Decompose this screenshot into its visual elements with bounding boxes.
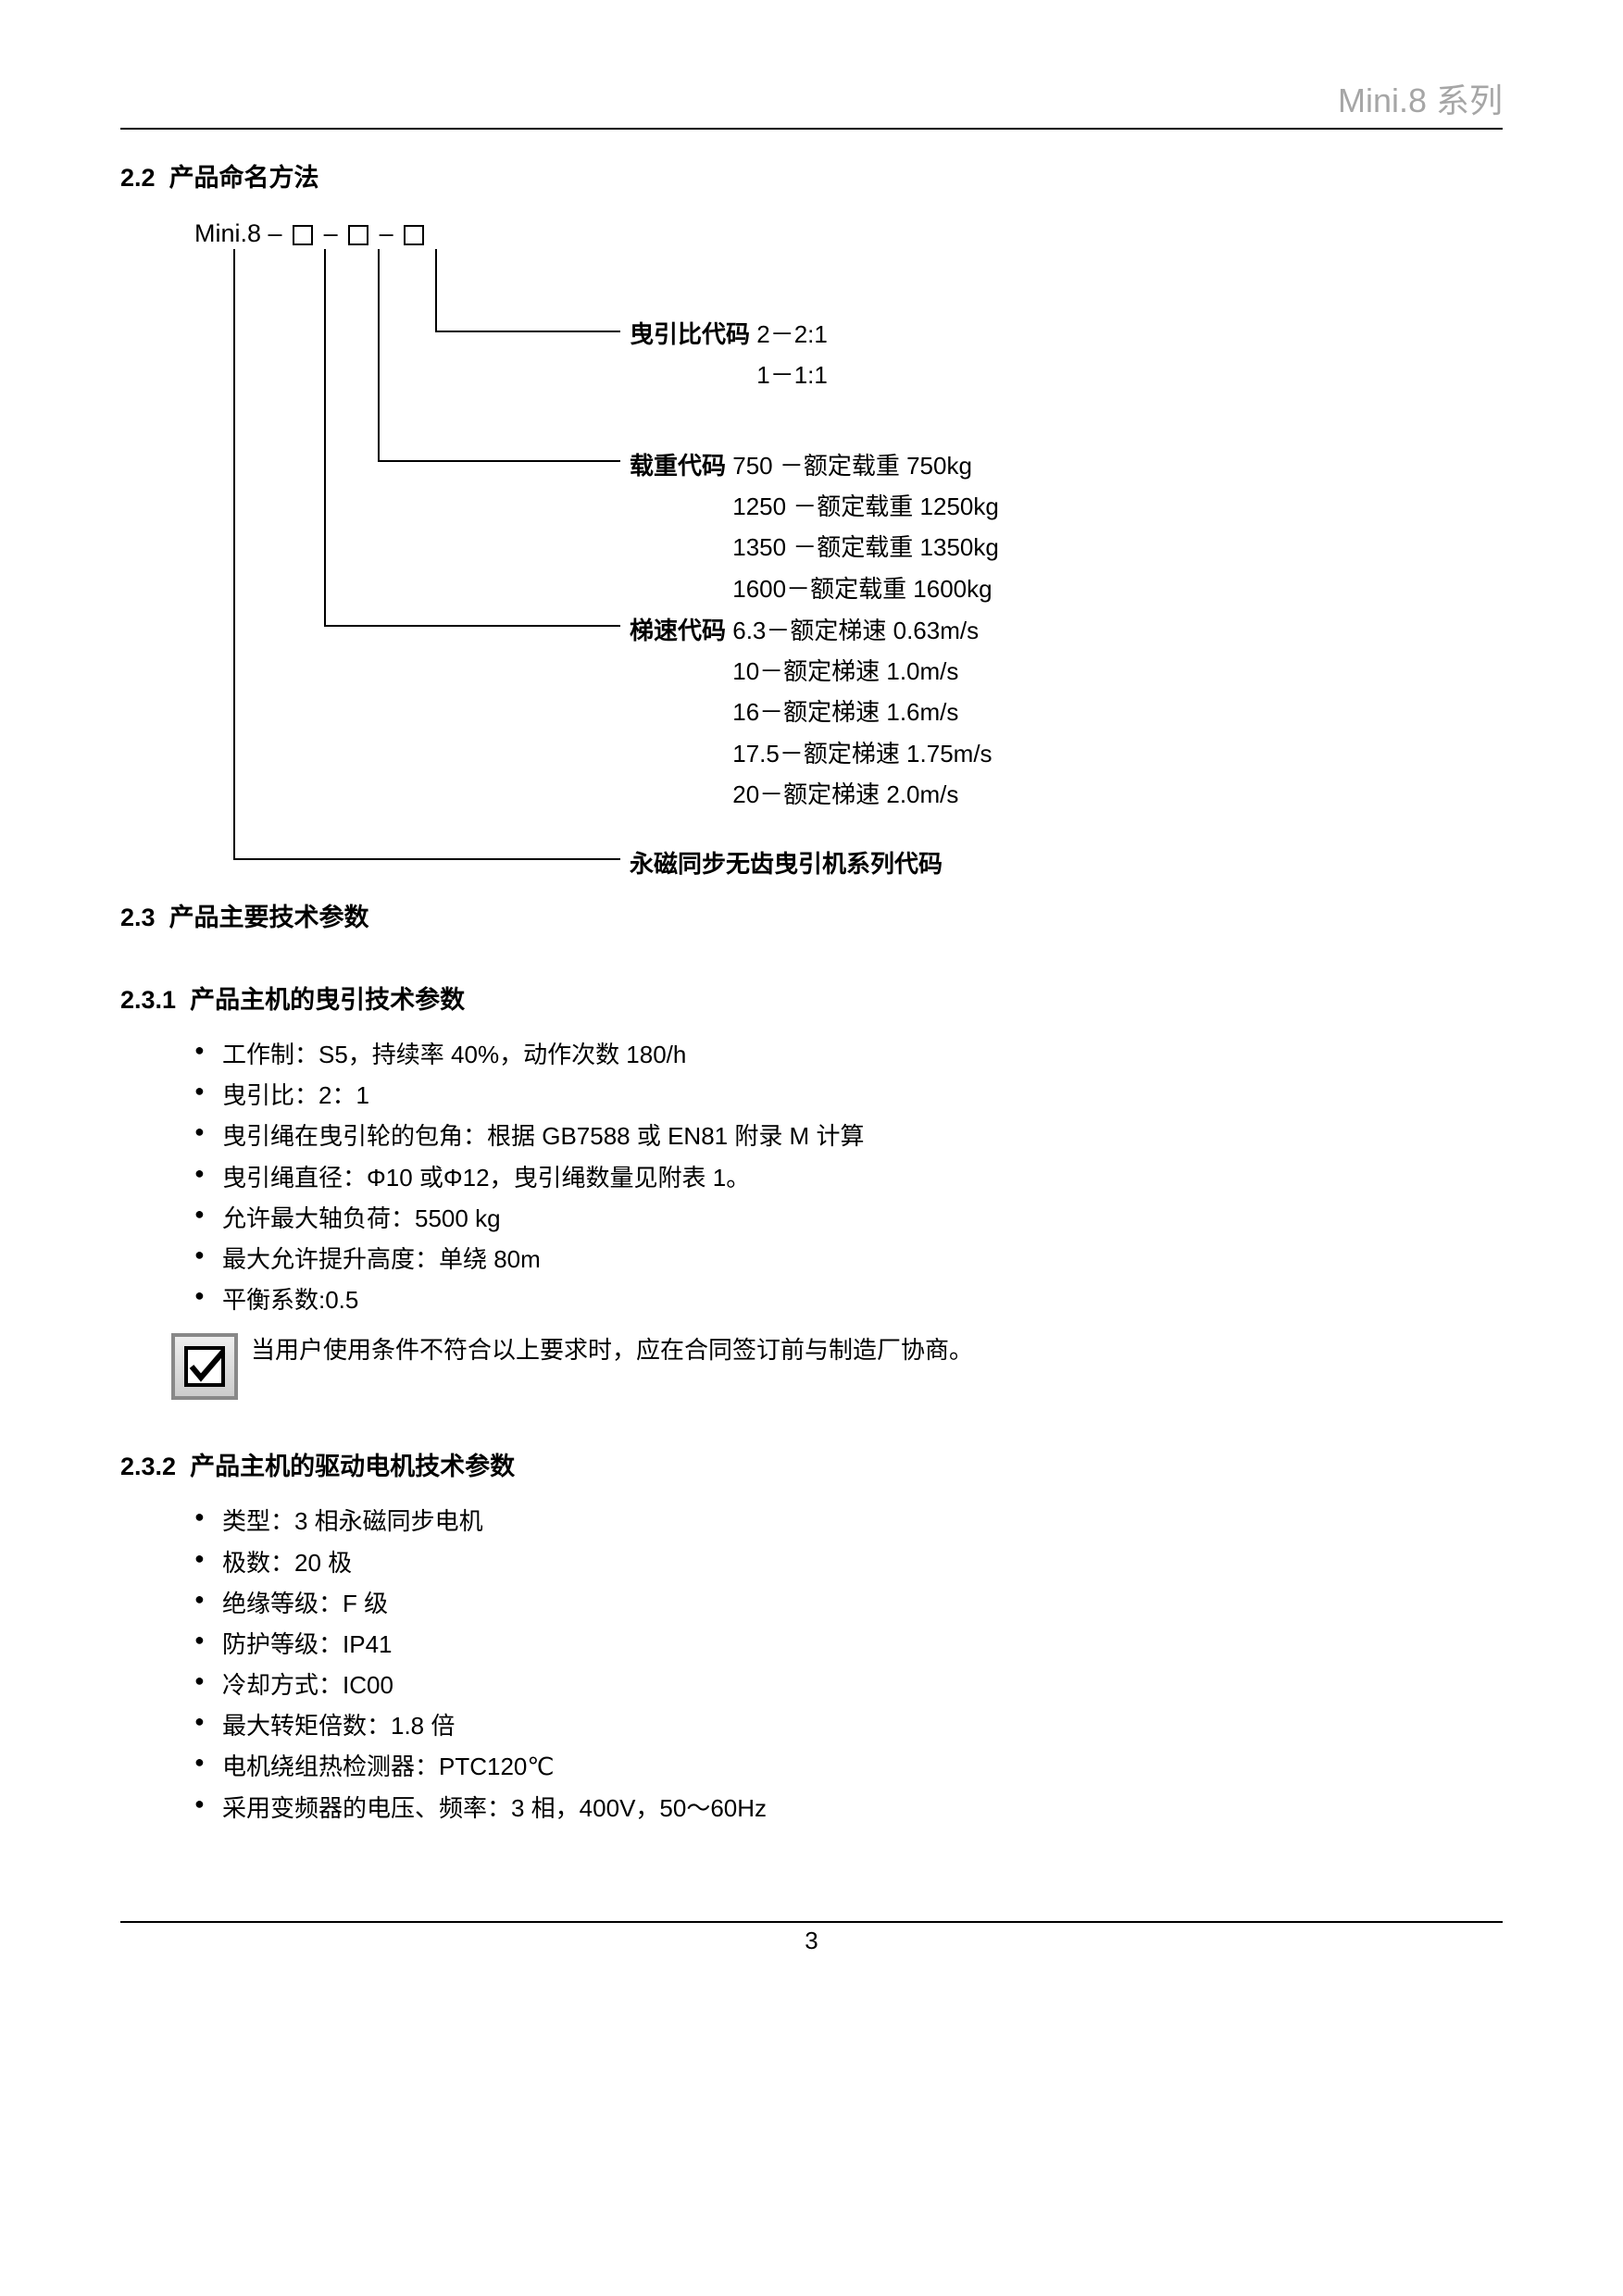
- section-2-3-1-title: 2.3.1 产品主机的曳引技术参数: [120, 980, 1503, 1016]
- list-item: 极数：20 极: [194, 1542, 1503, 1583]
- section-2-3-title: 2.3 产品主要技术参数: [120, 897, 1503, 933]
- traction-params-list: 工作制：S5，持续率 40%，动作次数 180/h 曳引比：2：1 曳引绳在曳引…: [194, 1034, 1503, 1320]
- speed-block: 梯速代码 6.3－额定梯速 0.63m/s 梯速代码 10－额定梯速 1.0m/…: [630, 610, 993, 815]
- list-item: 曳引比：2：1: [194, 1075, 1503, 1116]
- load-block: 载重代码 750 －额定载重 750kg 载重代码 1250 －额定载重 125…: [630, 445, 999, 609]
- page-number: 3: [805, 1927, 818, 1954]
- speed-label: 梯速代码: [630, 617, 726, 644]
- ratio-block: 曳引比代码 2－2:1 曳引比代码 1－1:1: [630, 314, 828, 395]
- list-item: 平衡系数:0.5: [194, 1279, 1503, 1320]
- section-number: 2.2: [120, 164, 156, 192]
- ratio-item-1: 1－1:1: [756, 361, 828, 389]
- ratio-item-0: 2－2:1: [756, 320, 828, 348]
- motor-params-list: 类型：3 相永磁同步电机 极数：20 极 绝缘等级：F 级 防护等级：IP41 …: [194, 1501, 1503, 1828]
- list-item: 电机绕组热检测器：PTC120℃: [194, 1746, 1503, 1787]
- page-header: Mini.8 系列: [120, 74, 1503, 130]
- series-block: 永磁同步无齿曳引机系列代码: [630, 843, 943, 884]
- list-item: 最大转矩倍数：1.8 倍: [194, 1705, 1503, 1746]
- load-item-1: 1250 －额定载重 1250kg: [732, 493, 999, 520]
- connector-series: [233, 249, 620, 860]
- list-item: 绝缘等级：F 级: [194, 1583, 1503, 1624]
- section-2-2-title: 2.2 产品命名方法: [120, 157, 1503, 193]
- section-heading: 产品主要技术参数: [169, 904, 369, 931]
- list-item: 曳引绳在曳引轮的包角：根据 GB7588 或 EN81 附录 M 计算: [194, 1116, 1503, 1156]
- list-item: 曳引绳直径：Φ10 或Φ12，曳引绳数量见附表 1。: [194, 1157, 1503, 1198]
- page-footer: 3: [120, 1921, 1503, 1955]
- dash-2: –: [380, 219, 393, 247]
- note-row: 当用户使用条件不符合以上要求时，应在合同签订前与制造厂协商。: [171, 1326, 1503, 1400]
- speed-item-4: 20－额定梯速 2.0m/s: [732, 780, 958, 808]
- load-item-3: 1600－额定载重 1600kg: [732, 575, 992, 603]
- naming-code-line: Mini.8 – – –: [194, 219, 428, 248]
- section-heading: 产品命名方法: [169, 164, 319, 192]
- naming-prefix: Mini.8 –: [194, 219, 282, 247]
- list-item: 类型：3 相永磁同步电机: [194, 1501, 1503, 1541]
- list-item: 最大允许提升高度：单绕 80m: [194, 1239, 1503, 1279]
- list-item: 工作制：S5，持续率 40%，动作次数 180/h: [194, 1034, 1503, 1075]
- placeholder-box-2: [348, 225, 368, 245]
- list-item: 采用变频器的电压、频率：3 相，400V，50～60Hz: [194, 1788, 1503, 1828]
- load-item-0: 750 －额定载重 750kg: [732, 452, 972, 480]
- section-2-3-2-title: 2.3.2 产品主机的驱动电机技术参数: [120, 1446, 1503, 1482]
- speed-item-3: 17.5－额定梯速 1.75m/s: [732, 740, 992, 767]
- checkbox-icon: [171, 1333, 238, 1400]
- speed-item-1: 10－额定梯速 1.0m/s: [732, 657, 958, 685]
- list-item: 冷却方式：IC00: [194, 1665, 1503, 1705]
- speed-item-0: 6.3－额定梯速 0.63m/s: [732, 617, 979, 644]
- section-number: 2.3: [120, 904, 156, 931]
- section-number: 2.3.2: [120, 1453, 176, 1480]
- section-heading: 产品主机的驱动电机技术参数: [190, 1453, 515, 1480]
- placeholder-box-1: [293, 225, 313, 245]
- list-item: 允许最大轴负荷：5500 kg: [194, 1198, 1503, 1239]
- section-heading: 产品主机的曳引技术参数: [190, 986, 465, 1014]
- placeholder-box-3: [404, 225, 424, 245]
- list-item: 防护等级：IP41: [194, 1624, 1503, 1665]
- speed-item-2: 16－额定梯速 1.6m/s: [732, 698, 958, 726]
- load-label: 载重代码: [630, 452, 726, 480]
- ratio-label: 曳引比代码: [630, 320, 750, 348]
- note-text: 当用户使用条件不符合以上要求时，应在合同签订前与制造厂协商。: [251, 1326, 973, 1370]
- dash-1: –: [324, 219, 338, 247]
- section-number: 2.3.1: [120, 986, 176, 1014]
- load-item-2: 1350 －额定载重 1350kg: [732, 533, 999, 561]
- naming-diagram: Mini.8 – – – 曳引比代码 2－2:1 曳引比代码 1－1:1 载重代…: [176, 212, 1503, 879]
- series-label: 永磁同步无齿曳引机系列代码: [630, 850, 943, 878]
